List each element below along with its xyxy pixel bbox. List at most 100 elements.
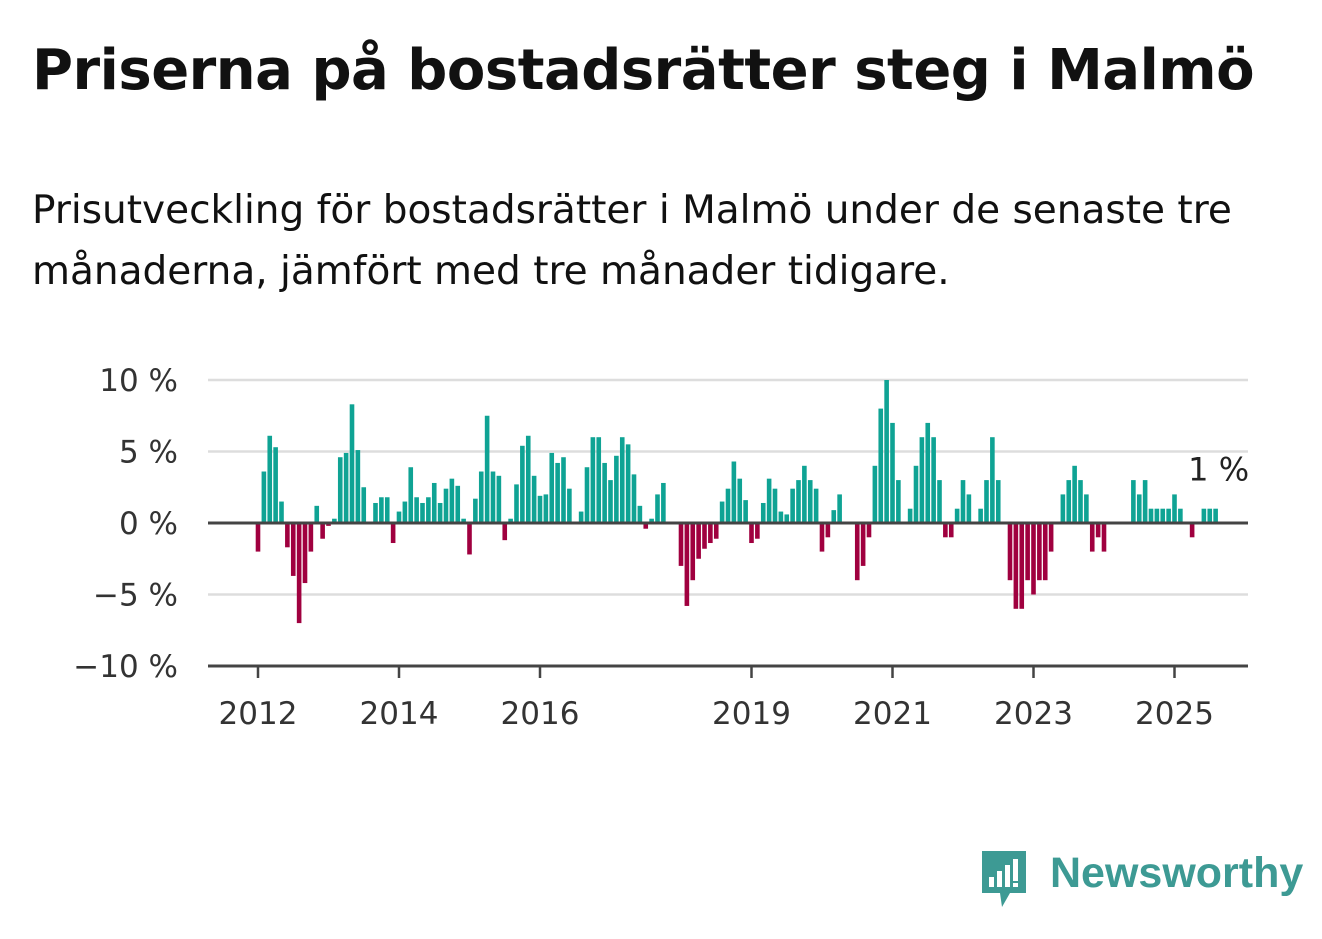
y-axis-labels: 10 % 5 % 0 % −5 % −10 % [73, 363, 178, 685]
bar [1048, 523, 1054, 552]
bar [402, 501, 408, 523]
x-tick-label: 2016 [501, 696, 580, 732]
bar [778, 511, 784, 523]
y-tick-label: −10 % [73, 649, 178, 685]
bar [931, 437, 936, 523]
x-axis-labels: 2012 2014 2016 2019 2021 2023 2025 [219, 696, 1214, 732]
bar [1037, 523, 1042, 581]
bar [490, 471, 496, 523]
bar [1084, 494, 1089, 523]
bar [361, 487, 367, 523]
bar [896, 480, 901, 523]
bar [655, 494, 660, 523]
bar [431, 482, 437, 523]
bar [819, 523, 825, 552]
last-value-label: 1 % [1188, 451, 1249, 489]
bar [690, 523, 696, 581]
bar [596, 437, 602, 523]
x-tick-label: 2012 [219, 696, 298, 732]
bar [308, 523, 314, 552]
chart-subtitle: Prisutveckling för bostadsrätter i Malmö… [32, 188, 1232, 294]
bar [678, 523, 684, 566]
bar [302, 523, 308, 584]
bar [978, 508, 983, 523]
bar [954, 508, 960, 523]
bar [379, 497, 384, 523]
bar [343, 452, 349, 523]
bar [449, 478, 455, 523]
bar [355, 450, 361, 523]
bar [1201, 508, 1207, 523]
bar [467, 523, 472, 555]
bar [743, 500, 748, 523]
bar [1172, 494, 1177, 523]
bar [696, 523, 701, 559]
axes [208, 521, 1248, 678]
bar [502, 523, 508, 541]
bar [913, 465, 919, 523]
bar [296, 523, 302, 624]
x-tick-label: 2025 [1135, 696, 1214, 732]
bar [337, 457, 343, 523]
bar [578, 511, 584, 523]
bar [772, 488, 778, 523]
bar [384, 497, 390, 523]
bar [966, 494, 972, 523]
bar [813, 488, 819, 523]
bar [285, 523, 290, 548]
bar-chart: 10 % 5 % 0 % −5 % −10 % 2012 2014 2016 2019 2021… [73, 363, 1249, 732]
bar [796, 480, 801, 523]
bar [537, 495, 543, 523]
bar [461, 518, 466, 523]
bar [531, 475, 537, 523]
bar [1019, 523, 1025, 609]
x-tick-label: 2023 [994, 696, 1073, 732]
bar [332, 518, 337, 523]
bar [567, 488, 572, 523]
bar [514, 484, 519, 523]
bar [614, 455, 619, 523]
bar [590, 437, 596, 523]
bar [1025, 523, 1030, 581]
bar [1095, 523, 1101, 538]
bar [390, 523, 396, 544]
bar [990, 437, 995, 523]
bar [878, 408, 884, 523]
bar [807, 480, 813, 523]
bar [396, 511, 402, 523]
bar [1060, 494, 1066, 523]
bar [1166, 508, 1171, 523]
bar [755, 523, 760, 539]
bar [1148, 508, 1154, 523]
bar [749, 523, 754, 544]
bar [1089, 523, 1095, 552]
bar [760, 502, 766, 523]
bar [860, 523, 866, 566]
bar [649, 518, 654, 523]
bar [784, 514, 790, 523]
bar [995, 480, 1001, 523]
bar [643, 523, 649, 529]
bar [414, 497, 419, 523]
bar [1131, 480, 1136, 523]
bar [661, 482, 666, 523]
bar [866, 523, 872, 538]
bar [1101, 523, 1107, 552]
bar [831, 510, 837, 523]
bar [290, 523, 296, 576]
bar [420, 502, 425, 523]
bar [1189, 523, 1195, 538]
x-tick-label: 2021 [853, 696, 932, 732]
bar [925, 422, 931, 523]
bar [837, 494, 842, 523]
bar [1136, 494, 1142, 523]
bar [790, 488, 795, 523]
bar [555, 462, 560, 523]
bar [1142, 480, 1148, 523]
bar [802, 465, 807, 523]
bar [602, 462, 607, 523]
bar [1066, 480, 1072, 523]
bar [1042, 523, 1048, 581]
bar [426, 497, 431, 523]
bar [684, 523, 690, 606]
